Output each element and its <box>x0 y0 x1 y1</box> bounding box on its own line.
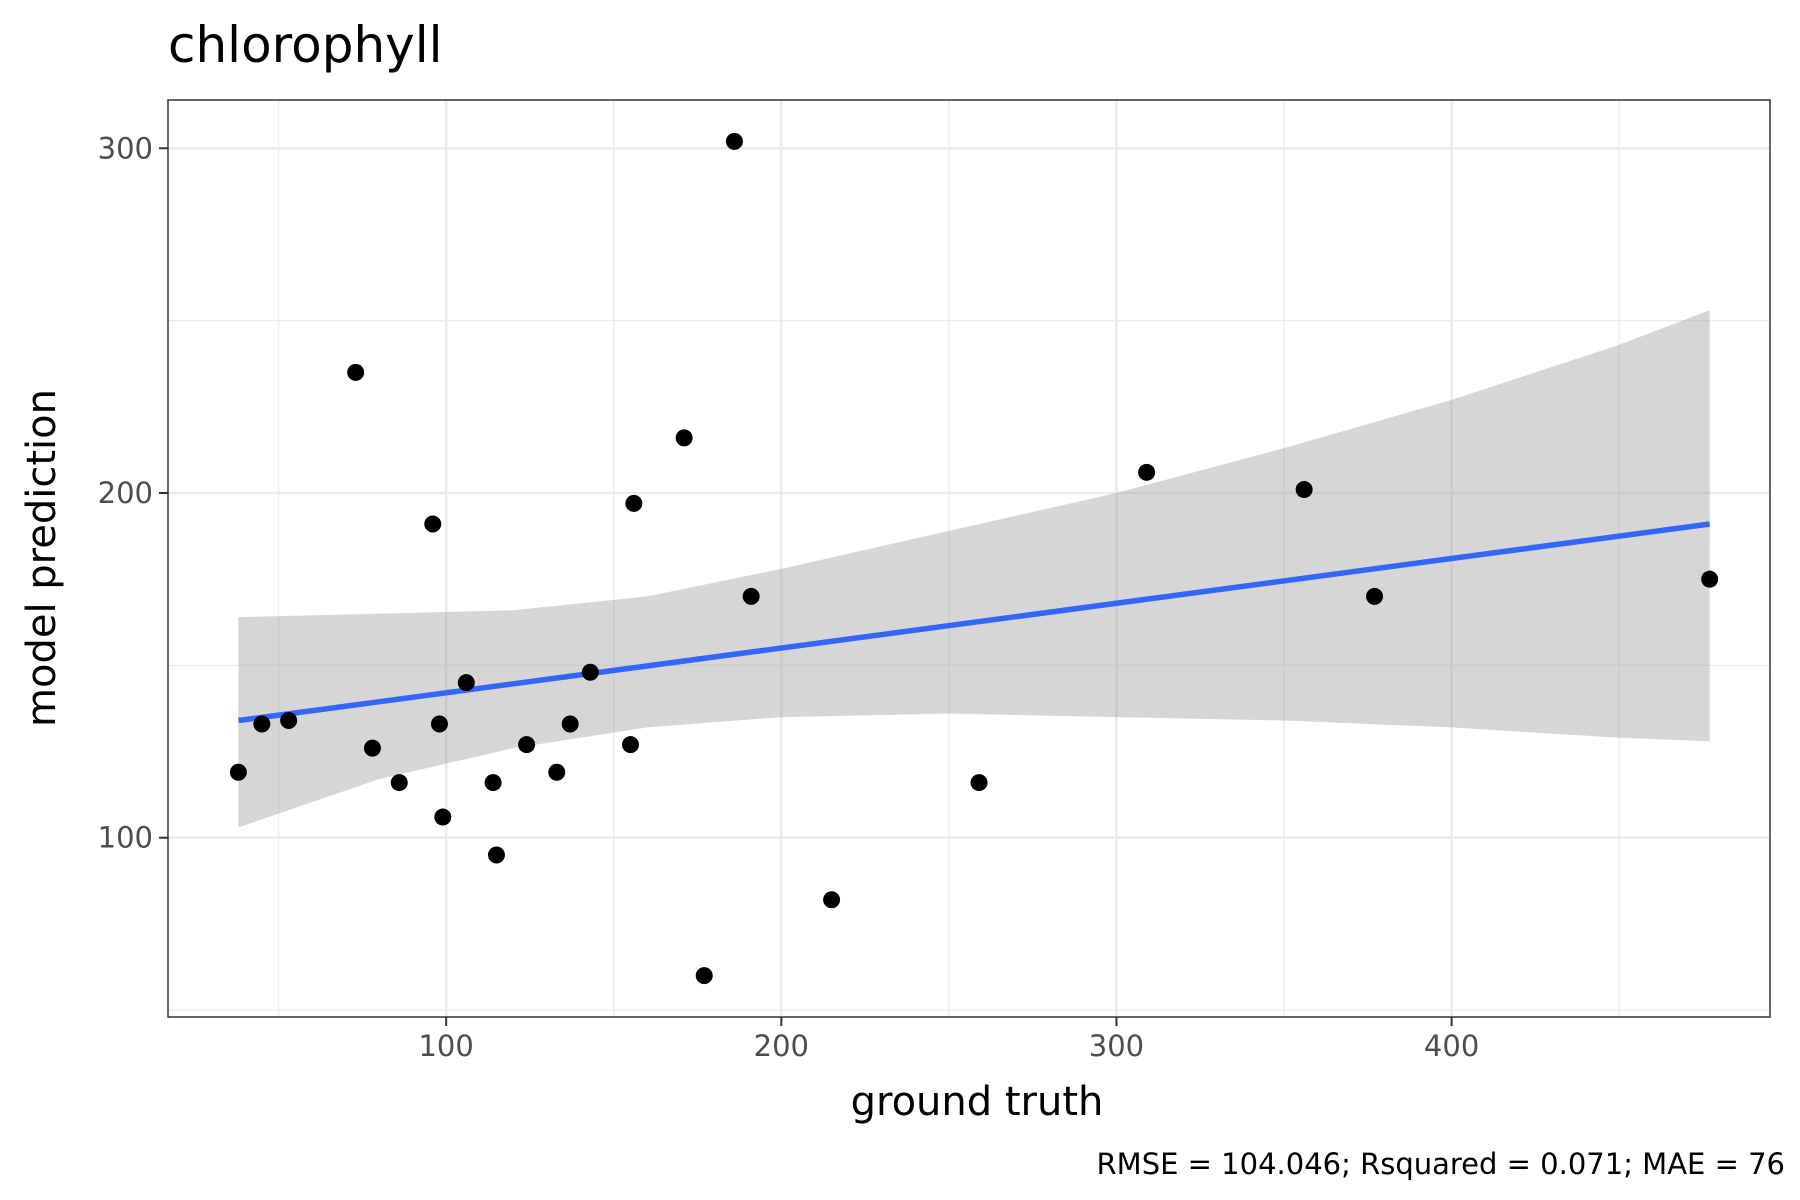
data-point <box>1701 570 1719 588</box>
data-point <box>725 132 743 150</box>
data-point <box>487 846 505 864</box>
data-point <box>424 515 442 533</box>
y-tick-label: 100 <box>98 821 153 855</box>
y-tick-label: 200 <box>98 476 153 510</box>
x-axis-title: ground truth <box>851 1079 1104 1125</box>
data-point <box>434 808 452 826</box>
data-point <box>742 587 760 605</box>
x-tick-label: 300 <box>1089 1029 1144 1063</box>
x-tick-label: 100 <box>418 1029 473 1063</box>
data-point <box>347 363 365 381</box>
chart-title: chlorophyll <box>168 16 443 74</box>
data-point <box>457 674 475 692</box>
data-point <box>675 429 693 447</box>
data-point <box>253 715 271 733</box>
data-point <box>625 494 643 512</box>
data-point <box>229 763 247 781</box>
grid <box>168 100 1770 1017</box>
metrics-caption: RMSE = 104.046; Rsquared = 0.071; MAE = … <box>1097 1147 1785 1181</box>
data-point <box>695 967 713 985</box>
data-point <box>363 739 381 757</box>
data-point <box>548 763 566 781</box>
data-point <box>280 712 298 730</box>
x-tick-label: 200 <box>754 1029 809 1063</box>
fit-line-layer <box>238 521 1711 724</box>
data-point <box>1366 587 1384 605</box>
y-axis: 100 200 300 <box>98 131 168 855</box>
confidence-band-layer <box>238 310 1710 828</box>
data-point <box>430 715 448 733</box>
data-point <box>581 663 599 681</box>
x-tick-label: 400 <box>1424 1029 1479 1063</box>
data-point <box>1295 481 1313 499</box>
data-point <box>518 736 536 754</box>
data-point <box>823 891 841 909</box>
plot-panel-border <box>167 99 1771 1018</box>
x-axis: 100 200 300 400 <box>418 1017 1479 1063</box>
data-points <box>229 132 1719 985</box>
data-point <box>561 715 579 733</box>
data-point <box>390 774 408 792</box>
y-tick-label: 300 <box>98 131 153 165</box>
data-point <box>1138 463 1156 481</box>
data-point <box>484 774 502 792</box>
data-point <box>622 736 640 754</box>
data-point <box>970 774 988 792</box>
confidence-band <box>238 310 1710 828</box>
y-axis-title: model prediction <box>19 389 65 727</box>
regression-line <box>238 521 1711 724</box>
